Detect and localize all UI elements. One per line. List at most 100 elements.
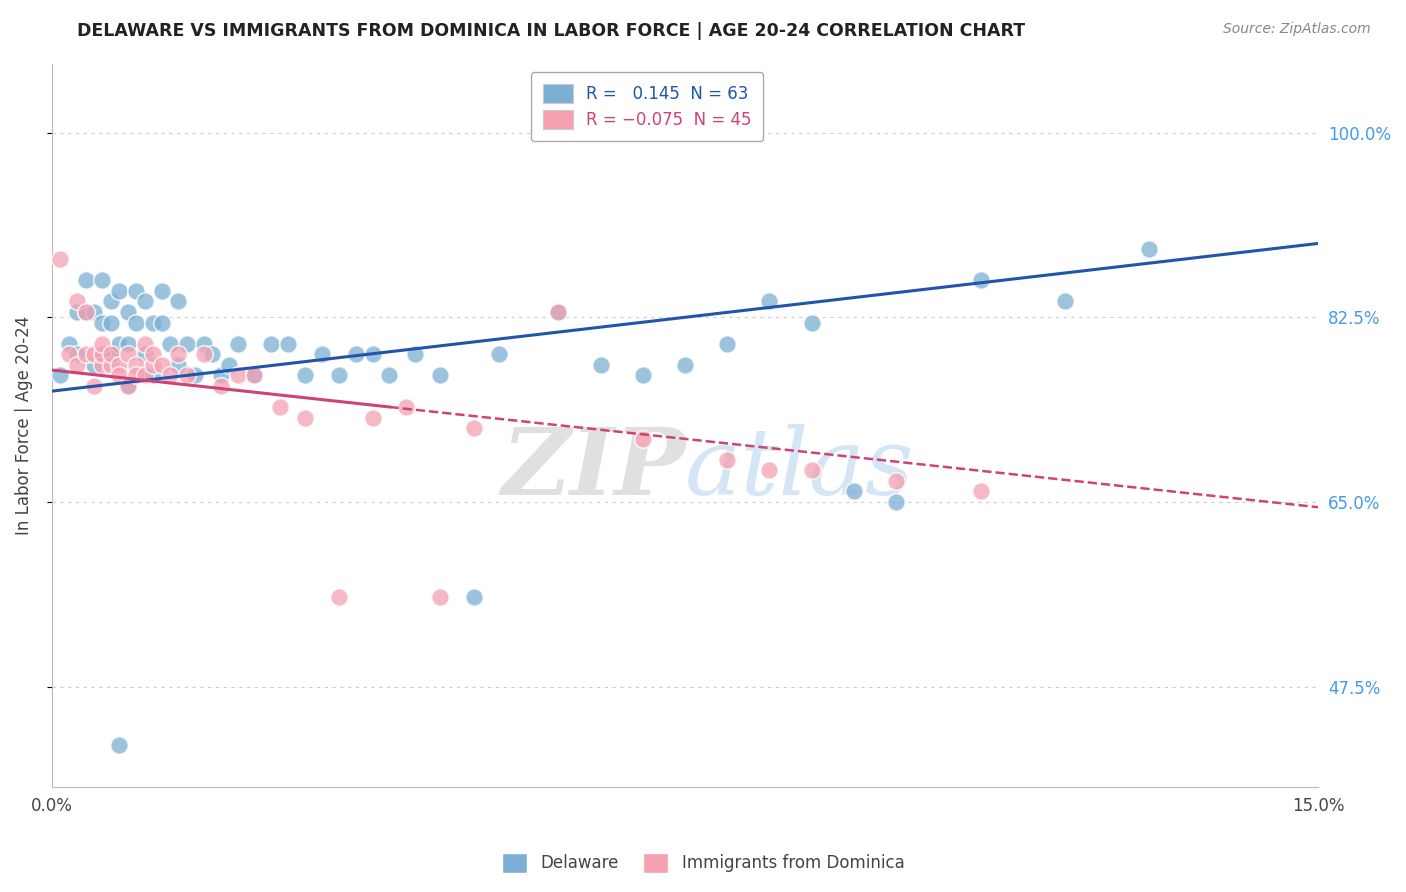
Point (108, 358, 131, 372)
Point (328, 368, 350, 383)
Point (969, 273, 991, 287)
Text: atlas: atlas (685, 424, 914, 514)
Legend: R =   0.145  N = 63, R = −0.075  N = 45: R = 0.145 N = 63, R = −0.075 N = 45 (531, 72, 763, 141)
Point (167, 294, 190, 309)
Point (91, 358, 114, 372)
Point (125, 358, 148, 372)
Point (150, 316, 173, 330)
Point (218, 358, 240, 372)
Point (117, 336, 139, 351)
Point (378, 368, 401, 383)
Point (260, 336, 283, 351)
Point (75, 347, 97, 361)
Point (134, 294, 156, 309)
Point (269, 400, 291, 414)
Point (75, 305, 97, 319)
Point (66, 305, 89, 319)
Point (404, 347, 426, 361)
Y-axis label: In Labor Force | Age 20-24: In Labor Force | Age 20-24 (15, 316, 32, 535)
Point (673, 358, 696, 372)
Point (1053, 294, 1076, 309)
Point (716, 336, 738, 351)
Point (294, 410, 316, 425)
Point (108, 336, 131, 351)
Point (429, 590, 451, 604)
Point (91, 347, 114, 361)
Point (361, 347, 384, 361)
Text: DELAWARE VS IMMIGRANTS FROM DOMINICA IN LABOR FORCE | AGE 20-24 CORRELATION CHAR: DELAWARE VS IMMIGRANTS FROM DOMINICA IN … (77, 22, 1025, 40)
Point (184, 368, 207, 383)
Point (159, 336, 181, 351)
Point (547, 305, 569, 319)
Point (100, 347, 122, 361)
Point (83, 305, 105, 319)
Point (83, 358, 105, 372)
Point (209, 368, 232, 383)
Point (83, 379, 105, 393)
Point (75, 273, 97, 287)
Point (150, 358, 173, 372)
Point (117, 305, 139, 319)
Point (631, 368, 654, 383)
Point (277, 336, 299, 351)
Point (108, 284, 131, 298)
Point (142, 358, 165, 372)
Point (226, 336, 249, 351)
Point (463, 421, 485, 435)
Point (49, 368, 72, 383)
Point (100, 294, 122, 309)
Point (125, 316, 148, 330)
Point (226, 368, 249, 383)
Point (142, 347, 165, 361)
Point (463, 590, 485, 604)
Point (117, 379, 139, 393)
Point (176, 368, 198, 383)
Point (150, 284, 173, 298)
Point (344, 347, 367, 361)
Point (134, 368, 156, 383)
Point (488, 347, 510, 361)
Point (243, 368, 266, 383)
Point (91, 336, 114, 351)
Point (100, 316, 122, 330)
Point (294, 368, 316, 383)
Point (969, 484, 991, 499)
Point (66, 347, 89, 361)
Point (134, 336, 156, 351)
Point (91, 347, 114, 361)
Text: Source: ZipAtlas.com: Source: ZipAtlas.com (1223, 22, 1371, 37)
Point (66, 358, 89, 372)
Point (91, 316, 114, 330)
Point (243, 368, 266, 383)
Legend: Delaware, Immigrants from Dominica: Delaware, Immigrants from Dominica (495, 847, 911, 880)
Point (58, 347, 80, 361)
Point (83, 347, 105, 361)
Point (547, 305, 569, 319)
Point (125, 284, 148, 298)
Point (193, 336, 215, 351)
Point (589, 358, 612, 372)
Point (66, 294, 89, 309)
Point (117, 379, 139, 393)
Point (108, 738, 131, 752)
Point (167, 347, 190, 361)
Point (758, 463, 780, 477)
Point (884, 495, 907, 509)
Point (91, 273, 114, 287)
Point (800, 463, 823, 477)
Point (142, 368, 165, 383)
Point (884, 474, 907, 488)
Point (100, 358, 122, 372)
Point (58, 336, 80, 351)
Point (159, 368, 181, 383)
Point (100, 347, 122, 361)
Point (167, 358, 190, 372)
Point (134, 347, 156, 361)
Point (631, 432, 654, 446)
Point (49, 252, 72, 267)
Text: ZIP: ZIP (501, 424, 685, 514)
Point (209, 379, 232, 393)
Point (201, 347, 224, 361)
Point (108, 368, 131, 383)
Point (311, 347, 333, 361)
